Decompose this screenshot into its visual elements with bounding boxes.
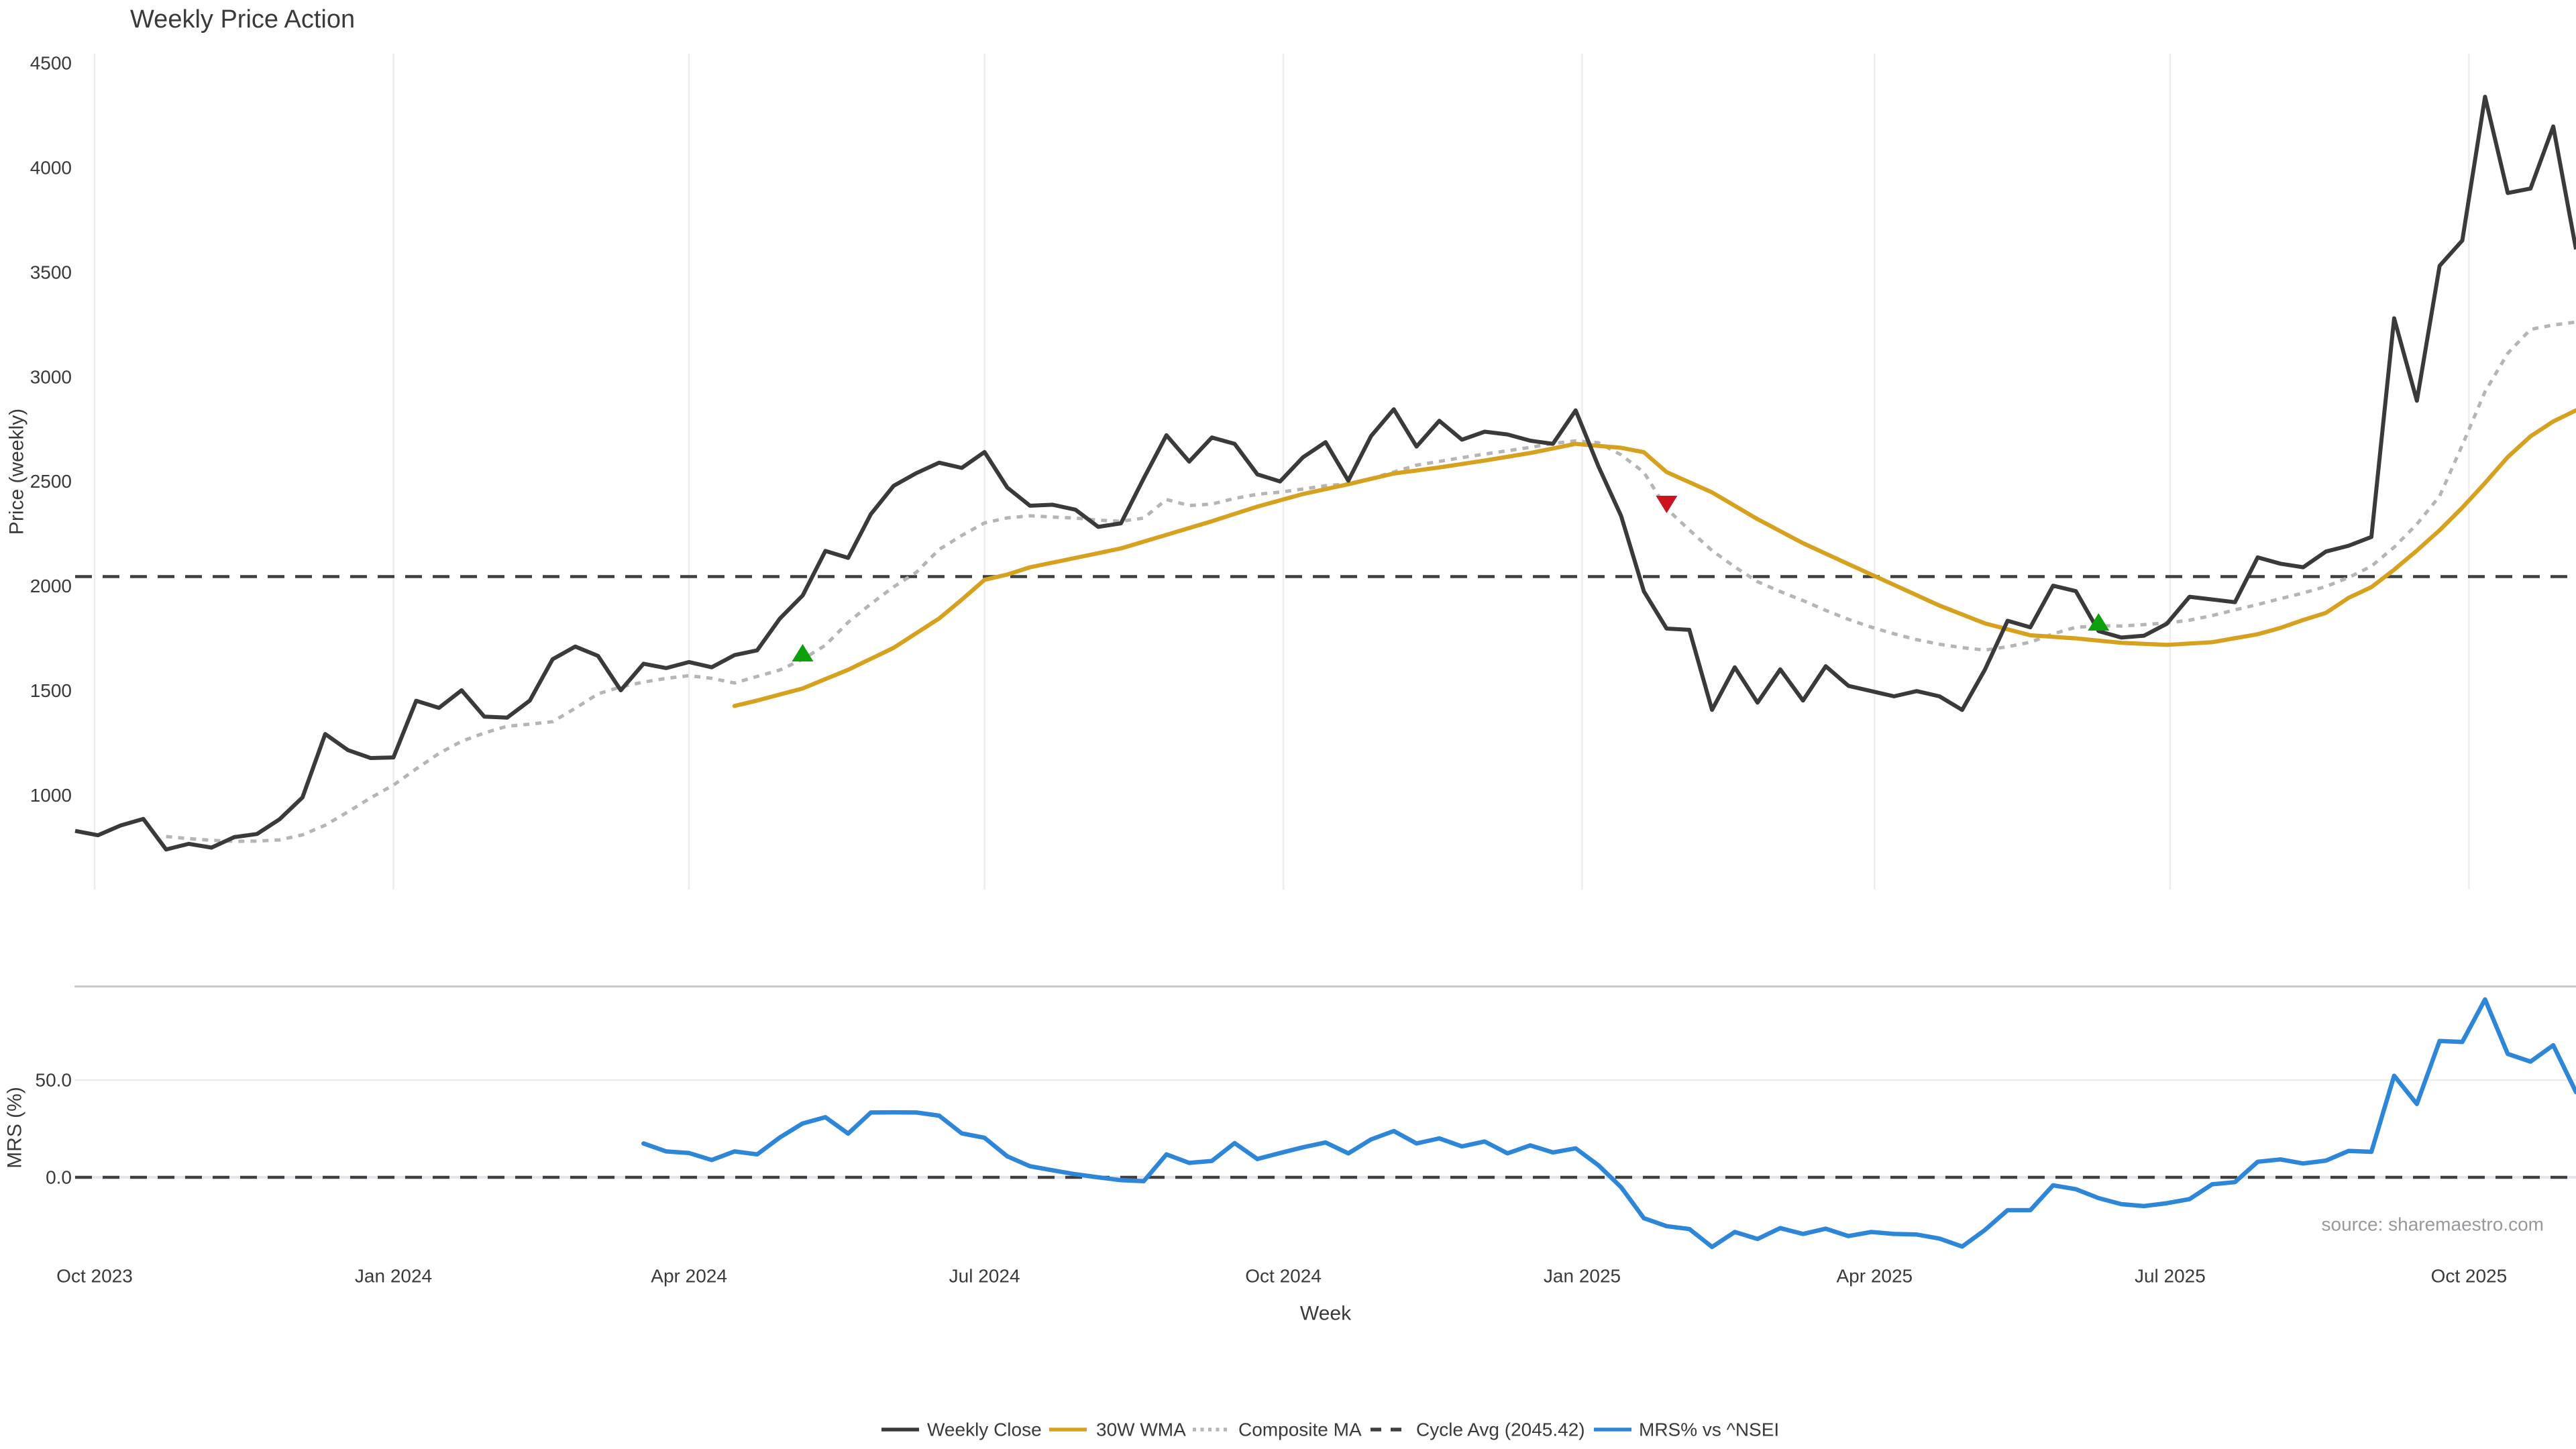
svg-text:Jul 2024: Jul 2024 — [949, 1266, 1020, 1287]
svg-text:4500: 4500 — [30, 53, 72, 74]
svg-text:Weekly Close: Weekly Close — [927, 1419, 1042, 1440]
svg-text:4000: 4000 — [30, 157, 72, 178]
svg-text:Week: Week — [1300, 1303, 1352, 1325]
svg-text:Jan 2025: Jan 2025 — [1544, 1266, 1621, 1287]
svg-text:1500: 1500 — [30, 680, 72, 701]
svg-text:2000: 2000 — [30, 576, 72, 596]
svg-text:Weekly Price Action: Weekly Price Action — [130, 5, 355, 34]
svg-text:Oct 2025: Oct 2025 — [2431, 1266, 2508, 1287]
svg-text:MRS (%): MRS (%) — [4, 1087, 26, 1169]
svg-text:Cycle Avg (2045.42): Cycle Avg (2045.42) — [1416, 1419, 1585, 1440]
svg-text:Oct 2024: Oct 2024 — [1245, 1266, 1322, 1287]
svg-text:Price (weekly): Price (weekly) — [6, 409, 28, 535]
svg-text:Jul 2025: Jul 2025 — [2135, 1266, 2206, 1287]
svg-text:source: sharemaestro.com: source: sharemaestro.com — [2322, 1214, 2544, 1235]
svg-text:Oct 2023: Oct 2023 — [56, 1266, 133, 1287]
svg-text:3500: 3500 — [30, 262, 72, 282]
svg-text:Jan 2024: Jan 2024 — [355, 1266, 432, 1287]
svg-text:50.0: 50.0 — [36, 1070, 72, 1091]
svg-text:Apr 2025: Apr 2025 — [1836, 1266, 1913, 1287]
svg-text:1000: 1000 — [30, 785, 72, 806]
svg-text:30W WMA: 30W WMA — [1096, 1419, 1186, 1440]
svg-text:Apr 2024: Apr 2024 — [651, 1266, 727, 1287]
svg-text:0.0: 0.0 — [46, 1167, 72, 1188]
svg-text:2500: 2500 — [30, 471, 72, 492]
svg-text:Composite MA: Composite MA — [1238, 1419, 1362, 1440]
svg-text:MRS% vs ^NSEI: MRS% vs ^NSEI — [1639, 1419, 1779, 1440]
svg-text:3000: 3000 — [30, 366, 72, 387]
